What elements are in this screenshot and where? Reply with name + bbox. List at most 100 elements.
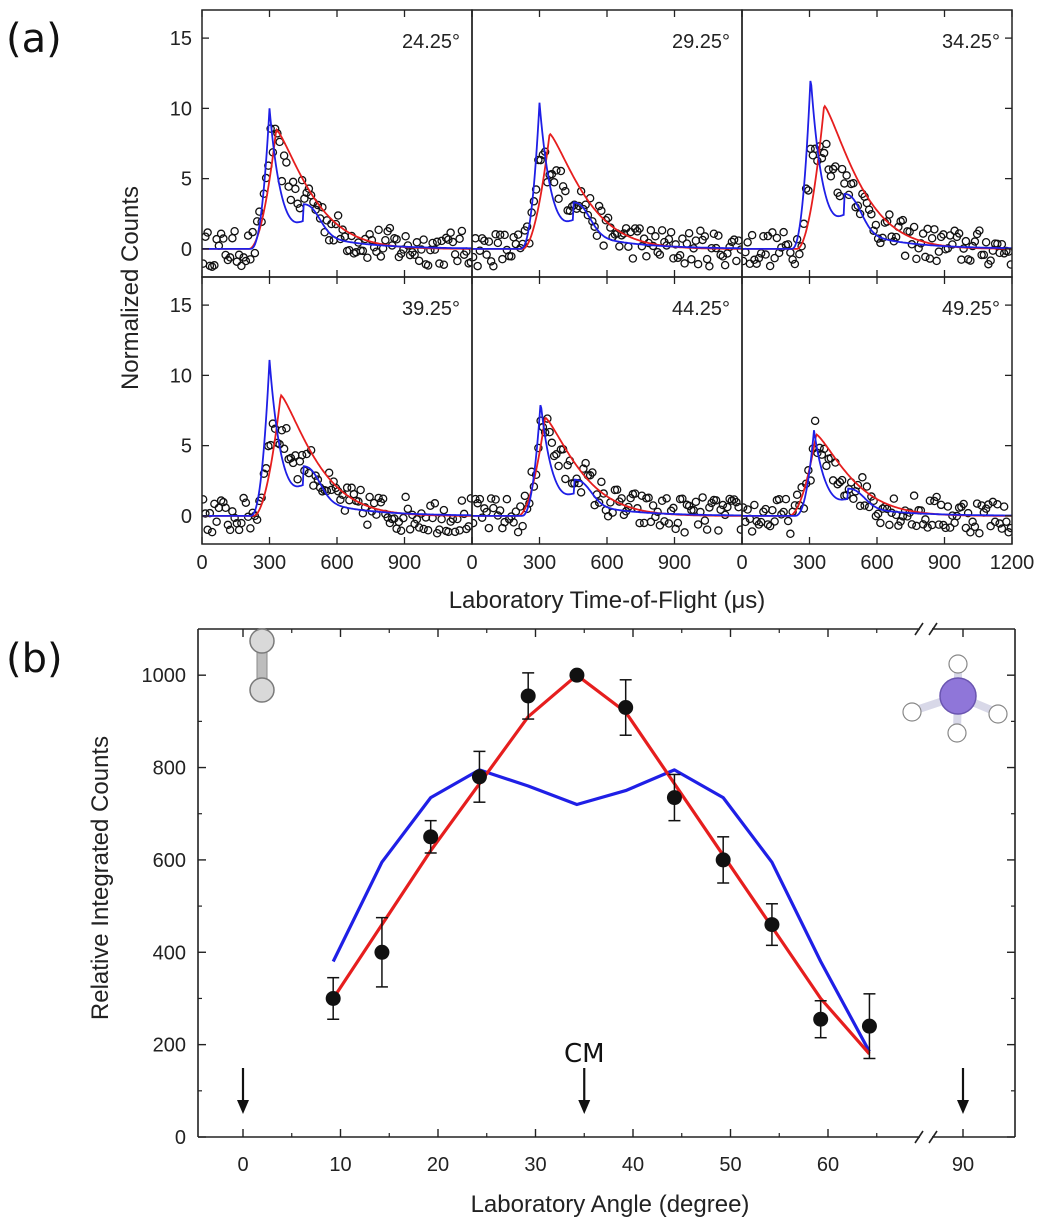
tof-data-point [999, 502, 1009, 511]
tof-data-point [912, 521, 921, 531]
tof-x-tick-label: 0 [196, 552, 207, 574]
tof-data-point [743, 238, 752, 247]
tof-data-point [700, 516, 710, 525]
tof-data-point [333, 211, 343, 220]
tof-data-point [480, 236, 489, 246]
tof-data-point [997, 239, 1007, 249]
tof-data-point [858, 473, 867, 482]
tof-data-point [531, 185, 541, 194]
tof-data-point [786, 248, 795, 257]
tof-data-point [466, 258, 472, 267]
angle-data-point [715, 852, 731, 868]
tof-data-point [545, 427, 554, 437]
tof-data-point [970, 522, 980, 532]
tof-data-point [961, 236, 971, 246]
tof-data-point [313, 475, 323, 484]
tof-data-point [385, 223, 395, 233]
angular-arrows [237, 1068, 969, 1114]
tof-angle-label: 29.25° [672, 31, 730, 53]
tof-data-point [356, 485, 365, 495]
tof-data-point [900, 251, 910, 261]
tof-data-point [448, 237, 458, 247]
tof-data-point [543, 414, 552, 423]
tof-data-point [781, 494, 791, 504]
tof-data-point [997, 524, 1007, 533]
tof-data-point [203, 228, 212, 237]
tof-x-tick-label: 300 [793, 552, 826, 574]
tof-data-point [990, 517, 1000, 527]
tof-data-point [887, 508, 896, 518]
tof-data-point [878, 233, 887, 243]
tof-data-point [556, 166, 566, 176]
tof-data-point [216, 229, 226, 239]
tof-data-point [673, 518, 683, 528]
tof-data-point [966, 528, 975, 537]
tof-data-point [486, 257, 496, 266]
tof-data-point [788, 255, 797, 264]
tof-data-point [783, 516, 793, 526]
blue-fit-line [331, 768, 871, 1053]
tof-data-point [221, 250, 230, 260]
tof-data-point [972, 499, 982, 508]
tof-data-point [732, 256, 741, 266]
tof-data-point [666, 228, 676, 237]
tof-data-point [232, 257, 242, 266]
tof-data-point [230, 226, 239, 236]
tof-data-point [405, 525, 415, 534]
tof-data-point [426, 501, 435, 510]
tof-data-point [770, 517, 779, 526]
tof-data-point [594, 201, 604, 211]
h2-molecule-icon [249, 628, 275, 703]
tof-blue-fit-line [472, 102, 742, 250]
tof-data-point [646, 517, 656, 527]
tof-data-point [943, 502, 953, 511]
tof-data-point [403, 504, 413, 514]
tof-data-point [819, 148, 829, 158]
tof-data-point [828, 476, 838, 485]
tof-data-point [581, 458, 590, 468]
tof-y-tick-label: 5 [181, 436, 192, 458]
tof-data-point [705, 503, 714, 512]
tof-data-point [723, 502, 732, 512]
tof-data-point [365, 492, 374, 502]
tof-data-point [522, 222, 532, 231]
angle-data-point [374, 944, 390, 960]
tof-x-tick-label: 600 [860, 552, 893, 574]
tof-data-point [358, 246, 368, 256]
tof-data-point [297, 450, 307, 460]
tof-data-point [419, 235, 428, 244]
tof-data-point [702, 525, 712, 534]
tof-data-point [378, 494, 388, 503]
tof-data-point [867, 209, 876, 219]
tof-red-fit-line [742, 433, 1012, 517]
tof-data-point [590, 222, 599, 231]
angle-y-tick-label: 1000 [142, 665, 187, 687]
angle-data-point [764, 917, 780, 933]
tof-y-axis-title: Normalized Counts [117, 186, 144, 390]
tof-data-point [216, 496, 226, 505]
tof-data-point [772, 233, 782, 243]
tof-data-point [1006, 523, 1012, 533]
tof-data-point [981, 504, 991, 513]
tof-data-point [628, 254, 638, 263]
tof-subplot-1 [472, 102, 742, 271]
tof-data-point [399, 513, 408, 523]
tof-data-point [898, 215, 908, 225]
angle-data-point [569, 667, 585, 683]
tof-data-point [475, 494, 485, 504]
tof-data-point [203, 525, 212, 535]
tof-data-point [864, 205, 874, 214]
tof-data-point [896, 517, 905, 526]
tof-data-point [472, 518, 478, 528]
tof-data-point [828, 164, 838, 174]
tof-subplot-4 [472, 404, 742, 537]
tof-data-point [687, 255, 696, 264]
tof-data-point [954, 229, 964, 238]
tof-data-point [770, 253, 779, 263]
tof-data-point [678, 234, 687, 243]
tof-data-point [369, 243, 379, 252]
tof-data-point [534, 443, 543, 453]
axis-break-mark [914, 1130, 924, 1144]
tof-data-point [835, 477, 845, 487]
tof-data-point [491, 230, 500, 239]
